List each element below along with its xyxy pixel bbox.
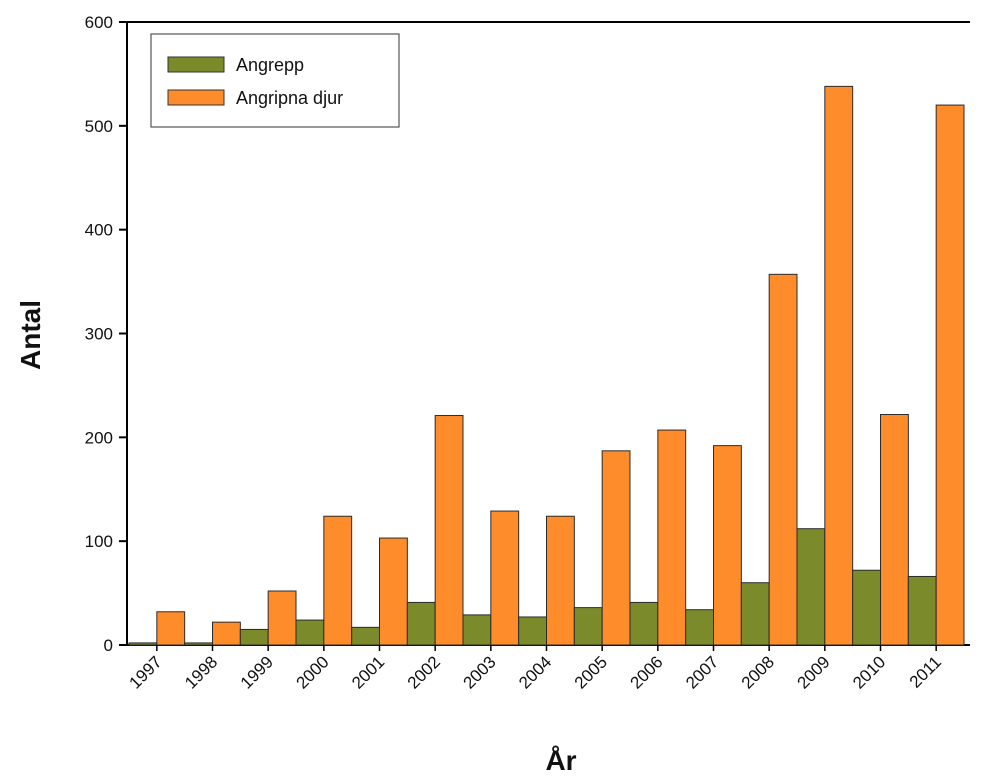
bar-angrepp-2001 <box>351 626 380 646</box>
y-tick-label: 400 <box>85 221 113 240</box>
bar-angrepp-2003 <box>462 614 492 646</box>
bar-angripna-djur-2011 <box>935 104 965 646</box>
x-axis-title: År <box>545 745 576 776</box>
x-tick-label: 2010 <box>849 652 889 692</box>
bar-angripna-djur-2005 <box>601 450 631 646</box>
y-tick-label: 100 <box>85 532 113 551</box>
bar-angripna-djur-2002 <box>434 415 464 646</box>
legend-label-angrepp: Angrepp <box>236 55 304 75</box>
y-tick-label: 500 <box>85 117 113 136</box>
y-tick-label: 300 <box>85 325 113 344</box>
bar-angrepp-2002 <box>406 601 436 646</box>
bar-angripna-djur-2008 <box>768 273 798 646</box>
x-tick-label: 1997 <box>125 652 165 692</box>
x-tick-label: 2003 <box>459 652 499 692</box>
bar-angrepp-1998 <box>184 642 214 646</box>
x-tick-label: 1999 <box>237 652 277 692</box>
legend: Angrepp Angripna djur <box>150 33 400 128</box>
y-ticks: 0 100 200 300 400 500 600 <box>85 13 127 655</box>
x-tick-label: 2005 <box>571 652 611 692</box>
bar-angrepp-2007 <box>685 609 715 646</box>
bar-angrepp-2000 <box>295 619 325 646</box>
bar-angripna-djur-2003 <box>490 510 520 646</box>
legend-box <box>150 33 400 128</box>
y-tick-label: 0 <box>104 636 113 655</box>
bar-angrepp-2008 <box>740 582 770 646</box>
bar-angripna-djur-1998 <box>212 621 241 646</box>
bar-angrepp-2006 <box>629 601 659 646</box>
bar-angripna-djur-2010 <box>880 413 909 646</box>
bars <box>128 85 965 646</box>
legend-label-angripna-djur: Angripna djur <box>236 88 343 108</box>
x-tick-label: 1998 <box>181 652 221 692</box>
bar-angripna-djur-1997 <box>156 611 186 646</box>
x-tick-label: 2008 <box>738 652 778 692</box>
bar-angrepp-1999 <box>239 628 269 646</box>
x-ticks: 1997 1998 1999 2000 2001 2002 2003 2004 2005 2006… <box>125 645 945 693</box>
bar-angrepp-2005 <box>573 607 603 646</box>
bar-angripna-djur-2004 <box>546 515 575 646</box>
legend-swatch-angripna-djur <box>167 89 225 106</box>
x-tick-label: 2006 <box>626 652 666 692</box>
y-tick-label: 600 <box>85 13 113 32</box>
bar-angrepp-2009 <box>796 528 826 646</box>
x-tick-label: 2004 <box>515 652 555 692</box>
bar-angripna-djur-2001 <box>379 537 408 646</box>
legend-swatch-angrepp <box>167 56 225 73</box>
x-tick-label: 2000 <box>292 652 332 692</box>
y-tick-label: 200 <box>85 428 113 447</box>
bar-angrepp-2011 <box>907 575 937 646</box>
bar-angrepp-1997 <box>128 642 158 646</box>
bar-angripna-djur-2000 <box>323 515 353 646</box>
bar-angripna-djur-2009 <box>824 85 854 646</box>
bar-angripna-djur-1999 <box>267 590 297 646</box>
bar-angripna-djur-2006 <box>657 429 687 646</box>
x-tick-label: 2002 <box>404 652 444 692</box>
x-tick-label: 2009 <box>793 652 833 692</box>
bar-angrepp-2010 <box>852 569 882 646</box>
y-axis-title: Antal <box>15 300 46 370</box>
x-tick-label: 2011 <box>906 652 945 691</box>
bar-angrepp-2004 <box>518 616 548 646</box>
x-tick-label: 2001 <box>348 652 388 692</box>
bar-angripna-djur-2007 <box>713 445 742 646</box>
x-tick-label: 2007 <box>682 652 722 692</box>
